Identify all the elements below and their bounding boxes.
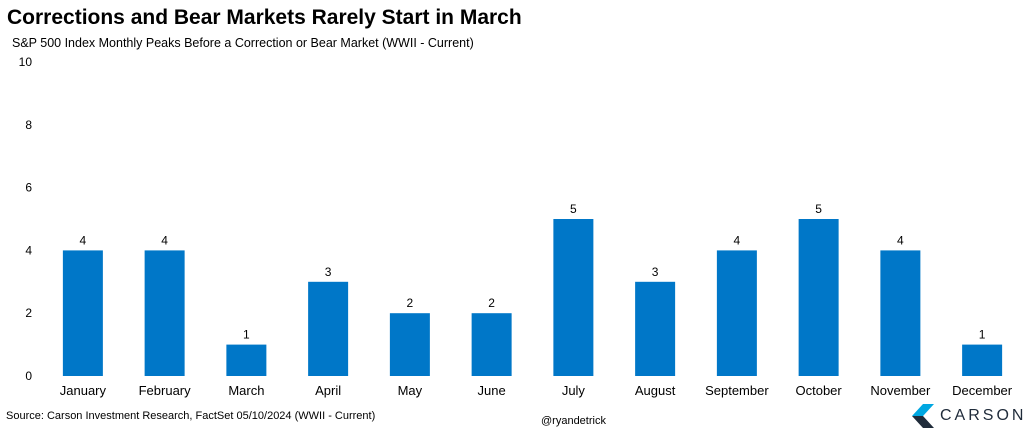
- source-note: Source: Carson Investment Research, Fact…: [6, 410, 376, 422]
- bar-april: [308, 281, 349, 376]
- x-tick-label-may: May: [398, 383, 423, 398]
- x-tick-label-july: July: [562, 383, 586, 398]
- data-label-june: 2: [488, 296, 495, 310]
- author-handle: @ryandetrick: [541, 415, 606, 427]
- y-tick-label: 4: [25, 243, 32, 257]
- y-tick-label: 2: [25, 306, 32, 320]
- x-tick-label-november: November: [870, 383, 931, 398]
- carson-chevron-logo-icon: [912, 404, 934, 428]
- chart-title: Corrections and Bear Markets Rarely Star…: [7, 6, 522, 29]
- bar-march: [226, 344, 267, 376]
- data-label-july: 5: [570, 202, 577, 216]
- bar-chart: 0 2 4 6 8 10 4 4 1 3 2 2 5 3 4 5 4 1 January February Marc…: [19, 55, 1013, 398]
- bar-may: [389, 313, 430, 376]
- x-tick-label-january: January: [60, 383, 107, 398]
- bar-june: [471, 313, 512, 376]
- data-label-march: 1: [243, 328, 250, 342]
- data-label-february: 4: [161, 233, 168, 247]
- bar-november: [880, 250, 921, 376]
- data-label-october: 5: [815, 202, 822, 216]
- data-label-december: 1: [979, 328, 986, 342]
- data-label-may: 2: [407, 296, 414, 310]
- x-tick-label-october: October: [796, 383, 843, 398]
- chart-subtitle: S&P 500 Index Monthly Peaks Before a Cor…: [12, 36, 474, 50]
- y-tick-label: 0: [25, 369, 32, 383]
- x-axis: January February March April May June July Augu…: [60, 383, 1013, 398]
- bar-august: [635, 281, 676, 376]
- bar-december: [962, 344, 1003, 376]
- bars: [62, 219, 1003, 376]
- data-label-april: 3: [325, 265, 332, 279]
- y-tick-label: 6: [25, 181, 32, 195]
- x-tick-label-april: April: [315, 383, 341, 398]
- bar-january: [62, 250, 103, 376]
- data-label-january: 4: [80, 233, 87, 247]
- y-tick-label: 10: [19, 55, 33, 69]
- bar-october: [798, 219, 839, 376]
- data-labels: 4 4 1 3 2 2 5 3 4 5 4 1: [80, 202, 986, 342]
- bar-july: [553, 219, 594, 376]
- data-label-august: 3: [652, 265, 659, 279]
- x-tick-label-september: September: [705, 383, 769, 398]
- logo-wordmark: CARSON: [940, 407, 1024, 424]
- x-tick-label-february: February: [139, 383, 192, 398]
- x-tick-label-june: June: [478, 383, 506, 398]
- data-label-september: 4: [734, 233, 741, 247]
- x-tick-label-march: March: [228, 383, 264, 398]
- bar-february: [144, 250, 185, 376]
- y-axis: 0 2 4 6 8 10: [19, 55, 33, 383]
- data-label-november: 4: [897, 233, 904, 247]
- carson-logo: CARSON: [912, 404, 1024, 428]
- bar-september: [716, 250, 757, 376]
- y-tick-label: 8: [25, 118, 32, 132]
- x-tick-label-december: December: [952, 383, 1013, 398]
- x-tick-label-august: August: [635, 383, 676, 398]
